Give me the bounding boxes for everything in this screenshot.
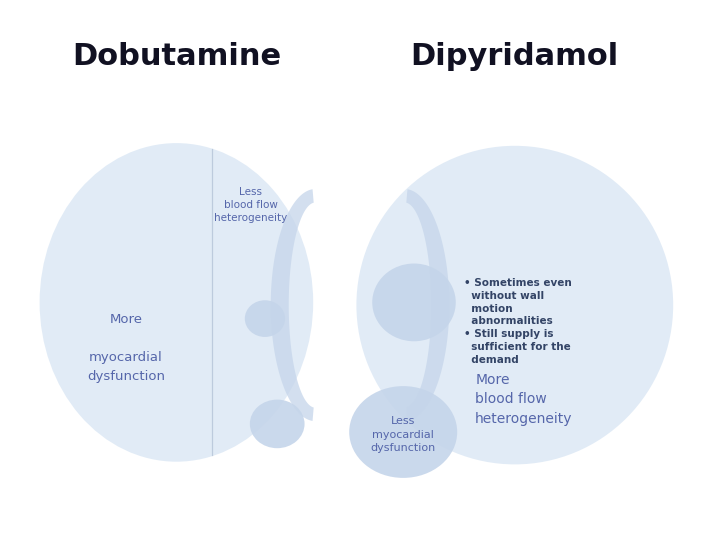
Text: Less
blood flow
heterogeneity: Less blood flow heterogeneity [214, 187, 287, 224]
Text: More

myocardial
dysfunction: More myocardial dysfunction [87, 313, 165, 383]
Text: Less
myocardial
dysfunction: Less myocardial dysfunction [371, 416, 436, 453]
Ellipse shape [245, 300, 285, 337]
Ellipse shape [349, 386, 457, 478]
Text: Dipyridamol: Dipyridamol [410, 42, 619, 71]
Polygon shape [406, 189, 449, 421]
Polygon shape [271, 189, 314, 421]
Ellipse shape [356, 146, 673, 464]
Ellipse shape [250, 400, 305, 448]
Text: Dobutamine: Dobutamine [72, 42, 281, 71]
Ellipse shape [40, 143, 313, 462]
Ellipse shape [372, 264, 456, 341]
Text: More
blood flow
heterogeneity: More blood flow heterogeneity [475, 373, 572, 426]
Text: • Sometimes even
  without wall
  motion
  abnormalities
• Still supply is
  suf: • Sometimes even without wall motion abn… [464, 278, 572, 365]
